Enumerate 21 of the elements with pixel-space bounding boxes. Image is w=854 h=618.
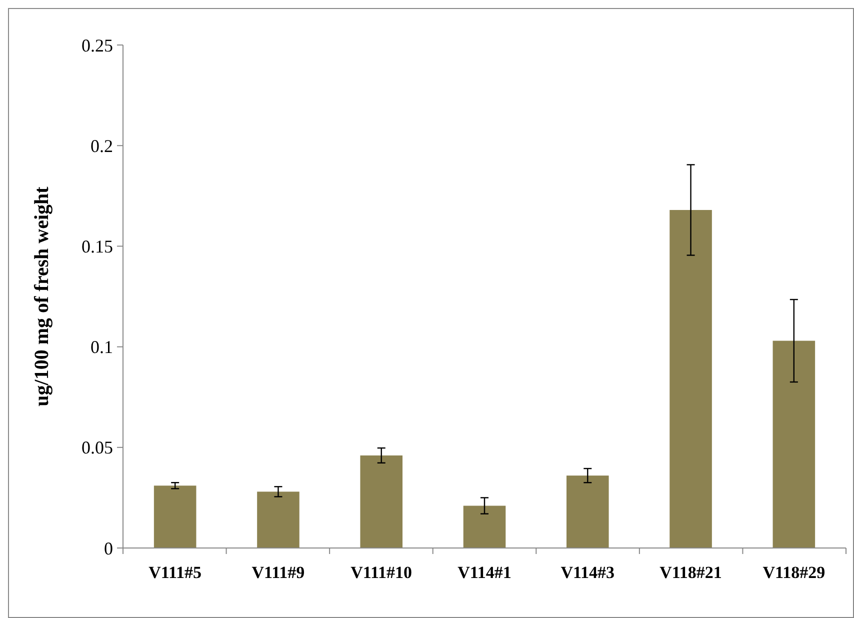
bar (257, 492, 300, 548)
bar (566, 476, 609, 548)
y-tick-label: 0.05 (82, 438, 113, 458)
y-tick-label: 0 (104, 538, 113, 558)
bar (154, 486, 196, 548)
x-tick-label: V118#29 (762, 563, 826, 582)
y-tick-label: 0.25 (82, 35, 113, 56)
x-tick-label: V111#9 (252, 563, 305, 582)
y-tick-label: 0.2 (90, 136, 113, 156)
x-tick-label: V118#21 (660, 563, 722, 582)
bar (360, 455, 403, 548)
x-tick-label: V111#5 (148, 563, 202, 582)
bar (772, 340, 816, 548)
x-tick-label: V114#3 (560, 563, 615, 582)
y-tick-label: 0.15 (82, 236, 113, 256)
y-axis-title: ug/100 mg of fresh weight (31, 186, 53, 406)
x-tick-label: V114#1 (458, 563, 512, 582)
x-tick-label: V111#10 (350, 563, 412, 582)
bar (670, 210, 712, 548)
bar (463, 506, 506, 548)
y-tick-label: 0.1 (90, 337, 113, 358)
